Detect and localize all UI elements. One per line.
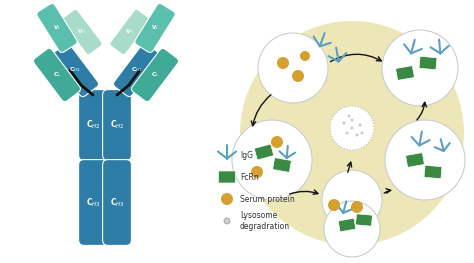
FancyBboxPatch shape: [102, 90, 131, 160]
Circle shape: [347, 114, 350, 118]
Circle shape: [224, 218, 230, 224]
Circle shape: [300, 51, 310, 61]
FancyBboxPatch shape: [102, 160, 131, 245]
Text: V$_L$: V$_L$: [151, 24, 159, 32]
FancyBboxPatch shape: [406, 153, 424, 167]
Circle shape: [351, 201, 363, 213]
FancyBboxPatch shape: [419, 56, 437, 70]
Text: C$_L$: C$_L$: [53, 70, 62, 79]
Text: C$_{H2}$: C$_{H2}$: [86, 119, 100, 131]
FancyBboxPatch shape: [356, 214, 373, 226]
Circle shape: [343, 122, 346, 124]
Circle shape: [385, 120, 465, 200]
Circle shape: [361, 132, 364, 134]
FancyBboxPatch shape: [396, 66, 414, 80]
Circle shape: [322, 170, 382, 230]
Circle shape: [350, 119, 354, 122]
Text: C$_L$: C$_L$: [151, 70, 159, 79]
FancyBboxPatch shape: [135, 3, 175, 53]
Circle shape: [251, 166, 263, 178]
FancyBboxPatch shape: [219, 171, 236, 183]
Circle shape: [328, 199, 340, 211]
Circle shape: [232, 120, 312, 200]
FancyBboxPatch shape: [34, 48, 81, 102]
Text: Lysosome
degradration: Lysosome degradration: [240, 211, 290, 231]
FancyBboxPatch shape: [62, 9, 102, 55]
Text: C$_{H3}$: C$_{H3}$: [86, 196, 100, 209]
Text: Serum protein: Serum protein: [240, 195, 295, 204]
FancyBboxPatch shape: [131, 48, 179, 102]
Text: C$_{H3}$: C$_{H3}$: [109, 196, 124, 209]
Text: IgG: IgG: [240, 150, 253, 159]
Circle shape: [324, 201, 380, 257]
Circle shape: [356, 134, 358, 136]
Ellipse shape: [240, 21, 464, 245]
Circle shape: [382, 30, 458, 106]
Circle shape: [358, 124, 362, 127]
FancyBboxPatch shape: [255, 144, 273, 160]
Circle shape: [277, 57, 289, 69]
Circle shape: [221, 193, 233, 205]
Circle shape: [258, 33, 328, 103]
Text: FcRn: FcRn: [240, 173, 259, 181]
Circle shape: [271, 136, 283, 148]
Circle shape: [350, 127, 354, 129]
Circle shape: [292, 70, 304, 82]
Text: C$_{H2}$: C$_{H2}$: [109, 119, 124, 131]
Text: V$_L$: V$_L$: [53, 24, 61, 32]
FancyBboxPatch shape: [273, 158, 291, 172]
FancyBboxPatch shape: [110, 9, 150, 55]
Text: V$_H$: V$_H$: [77, 28, 87, 37]
Circle shape: [330, 106, 374, 150]
Circle shape: [346, 132, 348, 134]
FancyBboxPatch shape: [424, 165, 442, 179]
FancyBboxPatch shape: [79, 160, 108, 245]
FancyBboxPatch shape: [51, 43, 99, 97]
FancyBboxPatch shape: [338, 218, 356, 232]
FancyBboxPatch shape: [113, 43, 161, 97]
FancyBboxPatch shape: [79, 90, 108, 160]
FancyBboxPatch shape: [37, 3, 77, 53]
Text: C$_{H1}$: C$_{H1}$: [131, 65, 143, 74]
Text: C$_{H1}$: C$_{H1}$: [69, 65, 81, 74]
Text: V$_H$: V$_H$: [126, 28, 135, 37]
